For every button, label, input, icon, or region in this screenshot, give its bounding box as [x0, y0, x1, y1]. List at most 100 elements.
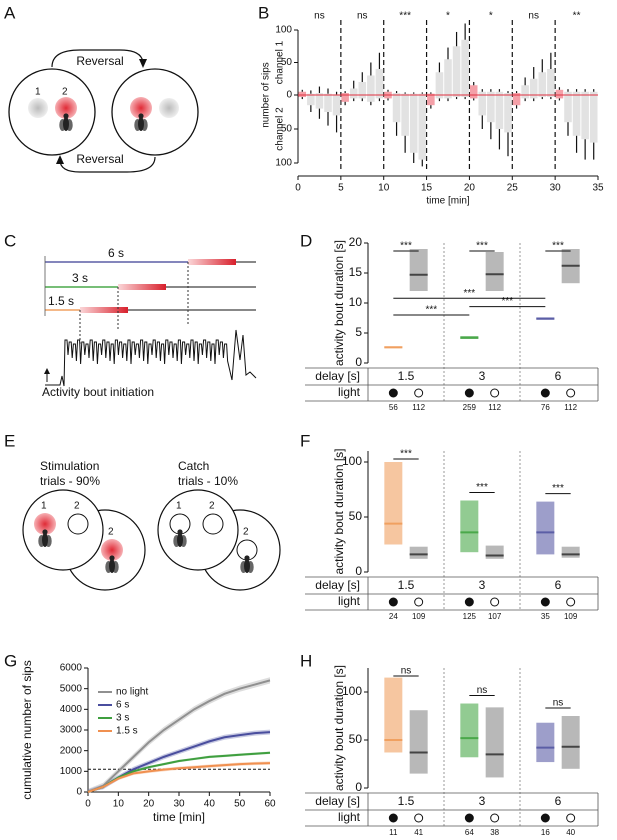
- y-tick-label: 0: [76, 787, 82, 798]
- spot-label: 2: [108, 527, 114, 538]
- bar: [315, 95, 324, 109]
- arrow-head: [139, 59, 147, 68]
- row-label: delay [s]: [315, 369, 360, 383]
- bar: [538, 72, 547, 95]
- arrow-head: [44, 368, 50, 374]
- bar: [495, 95, 504, 129]
- light-indicator: [540, 813, 550, 823]
- x-tick-label: 15: [421, 183, 433, 194]
- bar: [435, 95, 444, 99]
- bar: [324, 95, 332, 112]
- spot: [67, 513, 89, 535]
- significance: ns: [528, 11, 539, 22]
- x-tick-label: 40: [204, 799, 216, 810]
- bar: [384, 95, 392, 99]
- range-box: [536, 501, 555, 555]
- significance: ns: [357, 11, 368, 22]
- bar: [487, 91, 495, 95]
- range-box: [460, 500, 479, 553]
- spot-label: 1: [35, 87, 41, 98]
- y-tick-label: 50: [281, 57, 293, 68]
- delay-label: 1.5: [398, 578, 415, 592]
- bar: [367, 75, 375, 95]
- light-indicator: [388, 813, 398, 823]
- bar: [581, 91, 589, 95]
- range-box: [485, 252, 504, 291]
- bar: [349, 95, 358, 99]
- bar: [298, 91, 307, 95]
- trial-label: trials - 90%: [40, 474, 100, 488]
- bar: [384, 91, 392, 95]
- y-tick-label: 6000: [60, 663, 83, 674]
- y-axis-label: cumulative number of sips: [20, 660, 34, 799]
- bar: [504, 93, 512, 95]
- row-label: light: [338, 810, 361, 824]
- bar: [358, 95, 367, 99]
- delay-label: 6: [555, 369, 562, 383]
- light-indicator: [540, 597, 550, 607]
- y-axis-label: activity bout duration [s]: [332, 240, 346, 366]
- y-tick-label: 2000: [60, 745, 83, 756]
- significance: ***: [425, 305, 437, 316]
- x-axis-label: time [min]: [153, 810, 205, 824]
- bar: [401, 95, 409, 136]
- bar: [521, 85, 529, 95]
- n-label: 41: [414, 828, 423, 837]
- significance: ***: [501, 296, 513, 307]
- range-box: [561, 546, 580, 558]
- spot: [159, 98, 179, 118]
- y-tick-label: 50: [349, 732, 363, 746]
- diagram-a: 1 2 Reversal Reversal: [8, 49, 199, 173]
- delay-label: 6 s: [108, 246, 124, 260]
- x-tick-label: 30: [550, 183, 562, 194]
- row-label: light: [338, 594, 361, 608]
- bar: [461, 95, 469, 98]
- y-tick-label: 5000: [60, 683, 83, 694]
- x-tick-label: 50: [234, 799, 246, 810]
- trial-label: Catch: [178, 459, 209, 473]
- row-label: delay [s]: [315, 578, 360, 592]
- range-box: [485, 545, 504, 559]
- bar: [375, 95, 384, 99]
- bar: [504, 95, 512, 133]
- n-label: 112: [564, 403, 577, 412]
- bar: [487, 95, 495, 123]
- bar: [341, 93, 349, 95]
- significance: ***: [400, 241, 412, 252]
- spot-label: 1: [176, 501, 182, 512]
- x-axis-label: time [min]: [426, 196, 470, 207]
- significance: **: [573, 11, 581, 22]
- legend-label: no light: [116, 687, 148, 698]
- light-indicator: [540, 388, 550, 398]
- bar: [324, 93, 332, 95]
- light-indicator: [490, 813, 500, 823]
- legend-label: 1.5 s: [116, 726, 138, 737]
- bar: [401, 93, 409, 95]
- light-indicator: [388, 388, 398, 398]
- significance: ns: [401, 666, 412, 677]
- spot: [130, 97, 152, 119]
- significance: ***: [476, 482, 488, 493]
- series-line: [87, 679, 271, 793]
- bar: [547, 95, 555, 98]
- n-label: 125: [463, 612, 477, 621]
- y-tick-label: 1000: [60, 766, 83, 777]
- bar: [529, 95, 538, 99]
- bar: [307, 93, 315, 95]
- light-bar: [118, 284, 166, 290]
- bar: [478, 95, 487, 116]
- trial-label: Stimulation: [40, 459, 99, 473]
- light-indicator: [464, 597, 474, 607]
- series-label: channel 2: [275, 107, 286, 151]
- x-tick-label: 25: [507, 183, 519, 194]
- significance: ***: [552, 241, 564, 252]
- range-box: [384, 677, 403, 753]
- bar: [572, 95, 581, 136]
- x-tick-label: 20: [143, 799, 155, 810]
- light-indicator: [566, 813, 576, 823]
- bar: [375, 69, 384, 95]
- significance: ns: [477, 685, 488, 696]
- bar: [444, 95, 452, 99]
- y-tick-label: 5: [355, 325, 362, 339]
- x-tick-label: 5: [338, 183, 344, 194]
